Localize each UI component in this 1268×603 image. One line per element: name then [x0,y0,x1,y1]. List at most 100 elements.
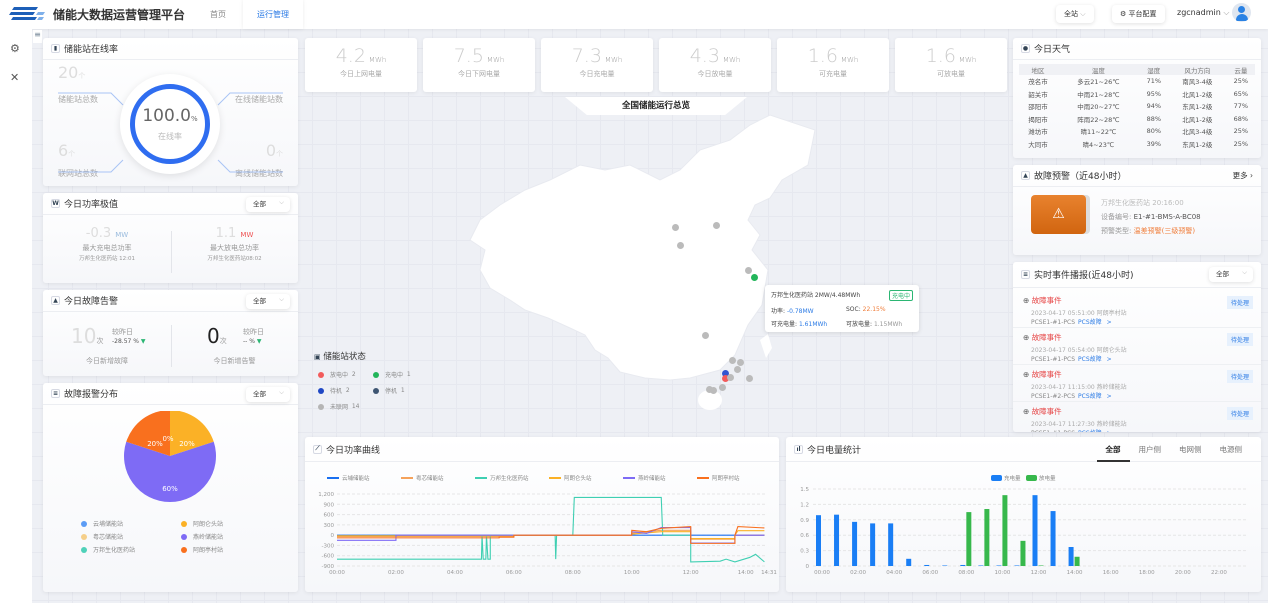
x-tick: 04:00 [447,570,463,576]
energy-bar-chart: 充电量 放电量 1.5 1.2 0.9 0.6 0.3 0 00:00 02:00 04:00 06:… [800,474,1246,576]
x-tick: 12:00 [1031,570,1047,576]
x-tick: 02:00 [850,570,866,576]
fault-label: 今日新增故障 [86,357,128,365]
bar[interactable] [1074,556,1080,566]
pie-slice[interactable] [170,411,214,456]
tools-icon[interactable]: ✕ [10,71,20,84]
pending-button[interactable]: 待处理 [1226,296,1253,309]
station-marker[interactable] [677,242,684,249]
weather-row: 邵阳市 中雨20~27℃ 94% 东风1-2级 77% [1028,102,1249,112]
event-item[interactable]: ⊕ 故障事件 2023-04-17 11:15:00 燕岭储能站 PCSE1-#2-… [1013,365,1261,402]
bar[interactable] [1050,511,1056,566]
bar[interactable] [1020,540,1026,566]
fault-warning-panel: ▲ 故障预警（近48小时） 更多 › ⚠ 万邦生化医药站 20:16:00 设备编号… [1013,165,1261,255]
avatar[interactable] [1232,3,1251,22]
station-marker[interactable] [737,359,744,366]
bar[interactable] [942,565,948,566]
station-marker[interactable] [734,366,741,373]
pie-slice[interactable] [123,441,216,502]
pie-label: 0% [162,435,173,443]
station-marker[interactable] [729,357,736,364]
station-marker[interactable] [713,222,720,229]
status-legend-item[interactable]: 停机 1 [373,386,428,395]
bar[interactable] [888,523,894,566]
bar[interactable] [1068,547,1074,566]
bar[interactable] [1038,565,1044,566]
gear-icon[interactable]: ⚙ [10,42,20,55]
y-tick: 1.5 [800,487,809,493]
pie-legend-item[interactable]: 云埔储能站 [81,519,181,528]
pending-button[interactable]: 待处理 [1226,370,1253,383]
energy-tab[interactable]: 用户侧 [1138,445,1162,454]
x-tick: 00:00 [329,570,345,576]
energy-tab[interactable]: 电网侧 [1179,445,1202,454]
bar[interactable] [852,521,858,566]
status-legend-item[interactable]: 未联网 14 [318,402,373,411]
bar[interactable] [906,558,912,566]
bar[interactable] [1032,495,1038,566]
bar[interactable] [996,565,1002,566]
bar[interactable] [978,565,984,566]
y-tick: 0.6 [800,533,809,539]
user-menu[interactable]: zgcnadmin ⌵ [1177,8,1229,18]
energy-tab[interactable]: 全部 [1096,437,1130,462]
bar[interactable] [1002,495,1008,566]
bar[interactable] [924,564,930,566]
status-legend-item[interactable]: 待机 2 [318,386,373,395]
pie-slice[interactable] [126,411,170,456]
status-legend-item[interactable]: 充电中 1 [373,370,428,379]
china-map [469,114,816,410]
station-marker[interactable] [702,332,709,339]
pending-button[interactable]: 待处理 [1226,333,1253,346]
fault-dist-select[interactable]: 全部 [246,385,290,402]
station-marker[interactable] [719,384,726,391]
bar[interactable] [1014,565,1020,566]
bar[interactable] [984,509,990,566]
event-device: PCSE1-#1-PCS [1031,356,1076,363]
station-select[interactable]: 全站 ⌵ [1056,5,1094,23]
x-tick: 08:00 [565,570,581,576]
bar[interactable] [960,564,966,566]
status-legend-item[interactable]: 放电中 2 [318,370,373,379]
stat-label: 可放电量 [937,70,965,78]
x-tick: 06:00 [922,570,938,576]
events-select[interactable]: 全部 [1209,265,1253,282]
fault-today-select[interactable]: 全部 [246,292,290,309]
platform-settings-button[interactable]: ⚙ 平台配置 [1112,5,1165,23]
event-item[interactable]: ⊕ 故障事件 2023-04-17 05:54:00 阿朗仑头站 PCSE1-#1-… [1013,328,1261,365]
pending-button[interactable]: 待处理 [1226,407,1253,420]
pie-legend-item[interactable]: 阿朗仑头站 [181,519,281,528]
pie-legend-item[interactable]: 燕岭储能站 [181,532,281,541]
station-marker[interactable] [727,374,734,381]
station-marker[interactable] [672,224,679,231]
legend-label: 万邦生化医药站 [490,474,529,482]
station-marker[interactable] [710,387,717,394]
grid-stations-label: 联网站总数 [58,169,98,178]
pie-legend-item[interactable]: 粤芯储能站 [81,532,181,541]
pie-legend-item[interactable]: 阿朗亭村站 [181,545,281,554]
pie-legend-item[interactable]: 万邦生化医药站 [81,545,181,554]
station-marker[interactable] [745,267,752,274]
energy-tab[interactable]: 电源侧 [1219,445,1243,454]
bar[interactable] [816,515,821,566]
bar[interactable] [966,512,972,566]
nav-home[interactable]: 首页 [210,10,226,19]
station-marker[interactable] [722,375,729,382]
y-tick: 0 [331,533,335,539]
station-marker[interactable] [751,274,758,281]
station-marker[interactable] [746,375,753,382]
collapse-menu-icon[interactable]: ≡ [33,30,42,43]
station-marker[interactable] [706,386,713,393]
event-fault: PCS故障 [1078,319,1102,326]
event-item[interactable]: ⊕ 故障事件 2023-04-17 05:51:00 阿朗亭村站 PCSE1-#1-… [1013,291,1261,328]
power-peak-select[interactable]: 全部 [246,195,290,212]
nav-operations[interactable]: 运行管理 [243,0,303,29]
total-stations-value: 20个 [58,63,86,82]
total-stations-label: 储能站总数 [58,95,98,104]
station-marker[interactable] [722,370,729,377]
bar[interactable] [834,514,840,566]
bar[interactable] [870,523,876,566]
weather-col-header: 云量 [1226,64,1255,75]
more-link[interactable]: 更多 › [1232,171,1253,180]
